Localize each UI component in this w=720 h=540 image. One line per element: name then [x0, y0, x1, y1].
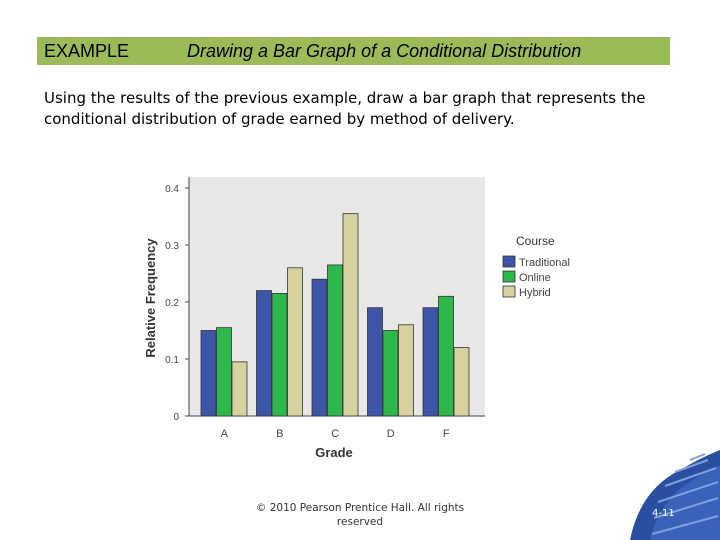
bar-hybrid-a	[231, 361, 248, 417]
bar-hybrid-d	[398, 324, 414, 417]
legend-label-hybrid: Hybrid	[519, 287, 551, 299]
slide-title: Drawing a Bar Graph of a Conditional Dis…	[187, 41, 582, 61]
bar-online-f	[438, 295, 454, 417]
y-tick-label: 0.2	[165, 298, 179, 309]
bar-online-d	[382, 330, 399, 417]
legend-swatch-traditional	[502, 255, 516, 268]
x-tick-label: A	[221, 428, 229, 440]
bar-online-b	[271, 293, 288, 417]
bar-traditional-d	[367, 307, 383, 417]
bar-traditional-c	[311, 278, 328, 417]
y-tick-label: 0.3	[165, 241, 179, 252]
x-tick-label: D	[387, 428, 395, 440]
bar-online-c	[327, 264, 343, 417]
corner-decoration	[630, 450, 720, 540]
y-tick-label: 0	[173, 412, 179, 423]
y-tick-label: 0.1	[165, 355, 179, 366]
legend-swatch-hybrid	[502, 285, 516, 298]
bar-traditional-f	[422, 307, 439, 417]
bar-traditional-a	[200, 330, 217, 417]
legend-label-traditional: Traditional	[519, 257, 570, 269]
intro-text: Using the results of the previous exampl…	[44, 89, 646, 128]
y-tick-label: 0.4	[165, 184, 179, 195]
bar-hybrid-f	[453, 347, 470, 417]
page-number: 4-11	[652, 508, 675, 519]
example-label: EXAMPLE	[44, 41, 130, 61]
bar-traditional-b	[256, 290, 272, 417]
x-tick-label: F	[443, 428, 450, 440]
legend-label-online: Online	[519, 272, 551, 284]
bar-online-a	[216, 327, 232, 417]
copyright-footer: © 2010 Pearson Prentice Hall. All rights…	[255, 502, 465, 528]
header-bar: EXAMPLE Drawing a Bar Graph of a Conditi…	[37, 37, 670, 65]
legend-swatch-online	[502, 270, 516, 283]
x-axis-label: Grade	[315, 445, 353, 460]
bar-hybrid-c	[342, 213, 359, 417]
x-tick-label: C	[331, 428, 339, 440]
x-tick-label: B	[276, 428, 283, 440]
legend-title: Course	[516, 234, 555, 248]
bar-hybrid-b	[287, 267, 303, 417]
y-axis-label: Relative Frequency	[143, 238, 158, 358]
